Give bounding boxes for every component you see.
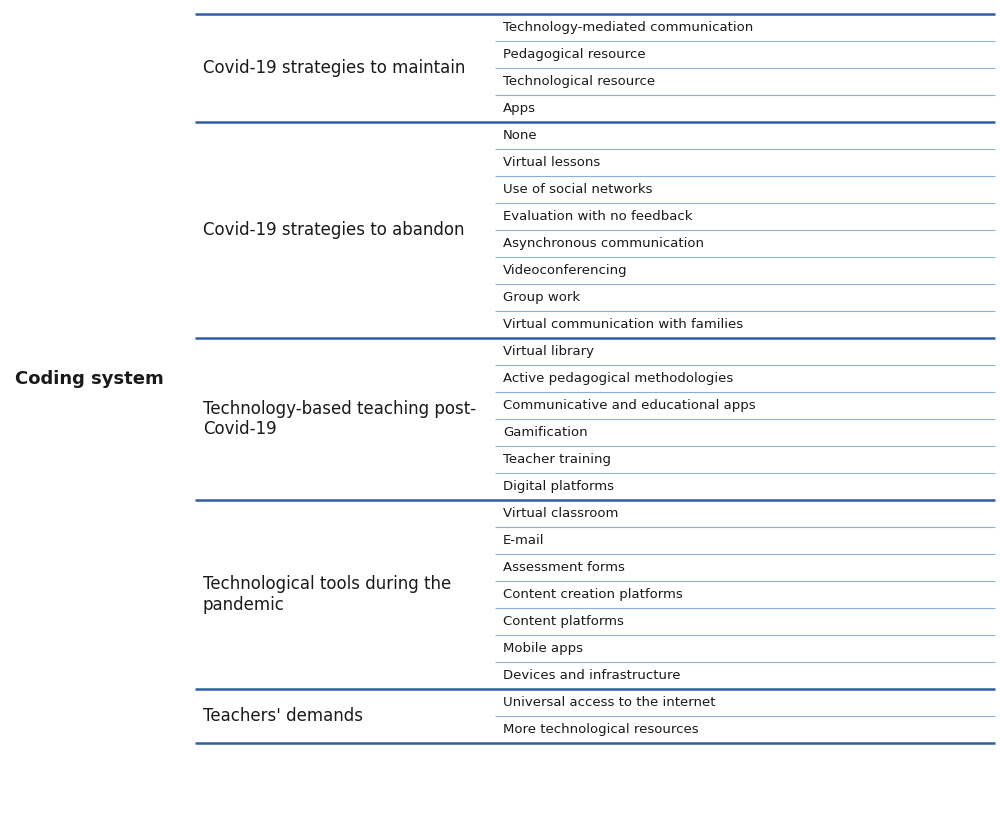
Text: E-mail: E-mail xyxy=(503,534,544,547)
Text: Videoconferencing: Videoconferencing xyxy=(503,264,628,277)
Text: Assessment forms: Assessment forms xyxy=(503,561,625,574)
Text: Use of social networks: Use of social networks xyxy=(503,183,652,196)
Text: Universal access to the internet: Universal access to the internet xyxy=(503,696,716,709)
Text: Covid-19 strategies to maintain: Covid-19 strategies to maintain xyxy=(203,59,465,77)
Text: Devices and infrastructure: Devices and infrastructure xyxy=(503,669,680,682)
Text: More technological resources: More technological resources xyxy=(503,723,699,736)
Text: Apps: Apps xyxy=(503,102,536,115)
Text: Pedagogical resource: Pedagogical resource xyxy=(503,48,646,61)
Text: Evaluation with no feedback: Evaluation with no feedback xyxy=(503,210,692,223)
Text: Mobile apps: Mobile apps xyxy=(503,642,583,655)
Text: Digital platforms: Digital platforms xyxy=(503,480,614,493)
Text: Virtual library: Virtual library xyxy=(503,345,594,358)
Text: Virtual communication with families: Virtual communication with families xyxy=(503,318,743,331)
Text: Communicative and educational apps: Communicative and educational apps xyxy=(503,399,756,412)
Text: Active pedagogical methodologies: Active pedagogical methodologies xyxy=(503,372,733,385)
Text: Virtual classroom: Virtual classroom xyxy=(503,507,618,520)
Text: Content creation platforms: Content creation platforms xyxy=(503,588,683,601)
Text: Teachers' demands: Teachers' demands xyxy=(203,707,363,725)
Text: None: None xyxy=(503,129,538,142)
Text: Content platforms: Content platforms xyxy=(503,615,624,628)
Text: Coding system: Coding system xyxy=(15,370,164,387)
Text: Covid-19 strategies to abandon: Covid-19 strategies to abandon xyxy=(203,221,464,239)
Text: Virtual lessons: Virtual lessons xyxy=(503,156,600,169)
Text: Technological resource: Technological resource xyxy=(503,75,655,88)
Text: Gamification: Gamification xyxy=(503,426,588,439)
Text: Technology-mediated communication: Technology-mediated communication xyxy=(503,21,753,34)
Text: Technological tools during the
pandemic: Technological tools during the pandemic xyxy=(203,575,451,614)
Text: Asynchronous communication: Asynchronous communication xyxy=(503,237,704,250)
Text: Group work: Group work xyxy=(503,291,580,304)
Text: Teacher training: Teacher training xyxy=(503,453,611,466)
Text: Technology-based teaching post-
Covid-19: Technology-based teaching post- Covid-19 xyxy=(203,400,476,438)
